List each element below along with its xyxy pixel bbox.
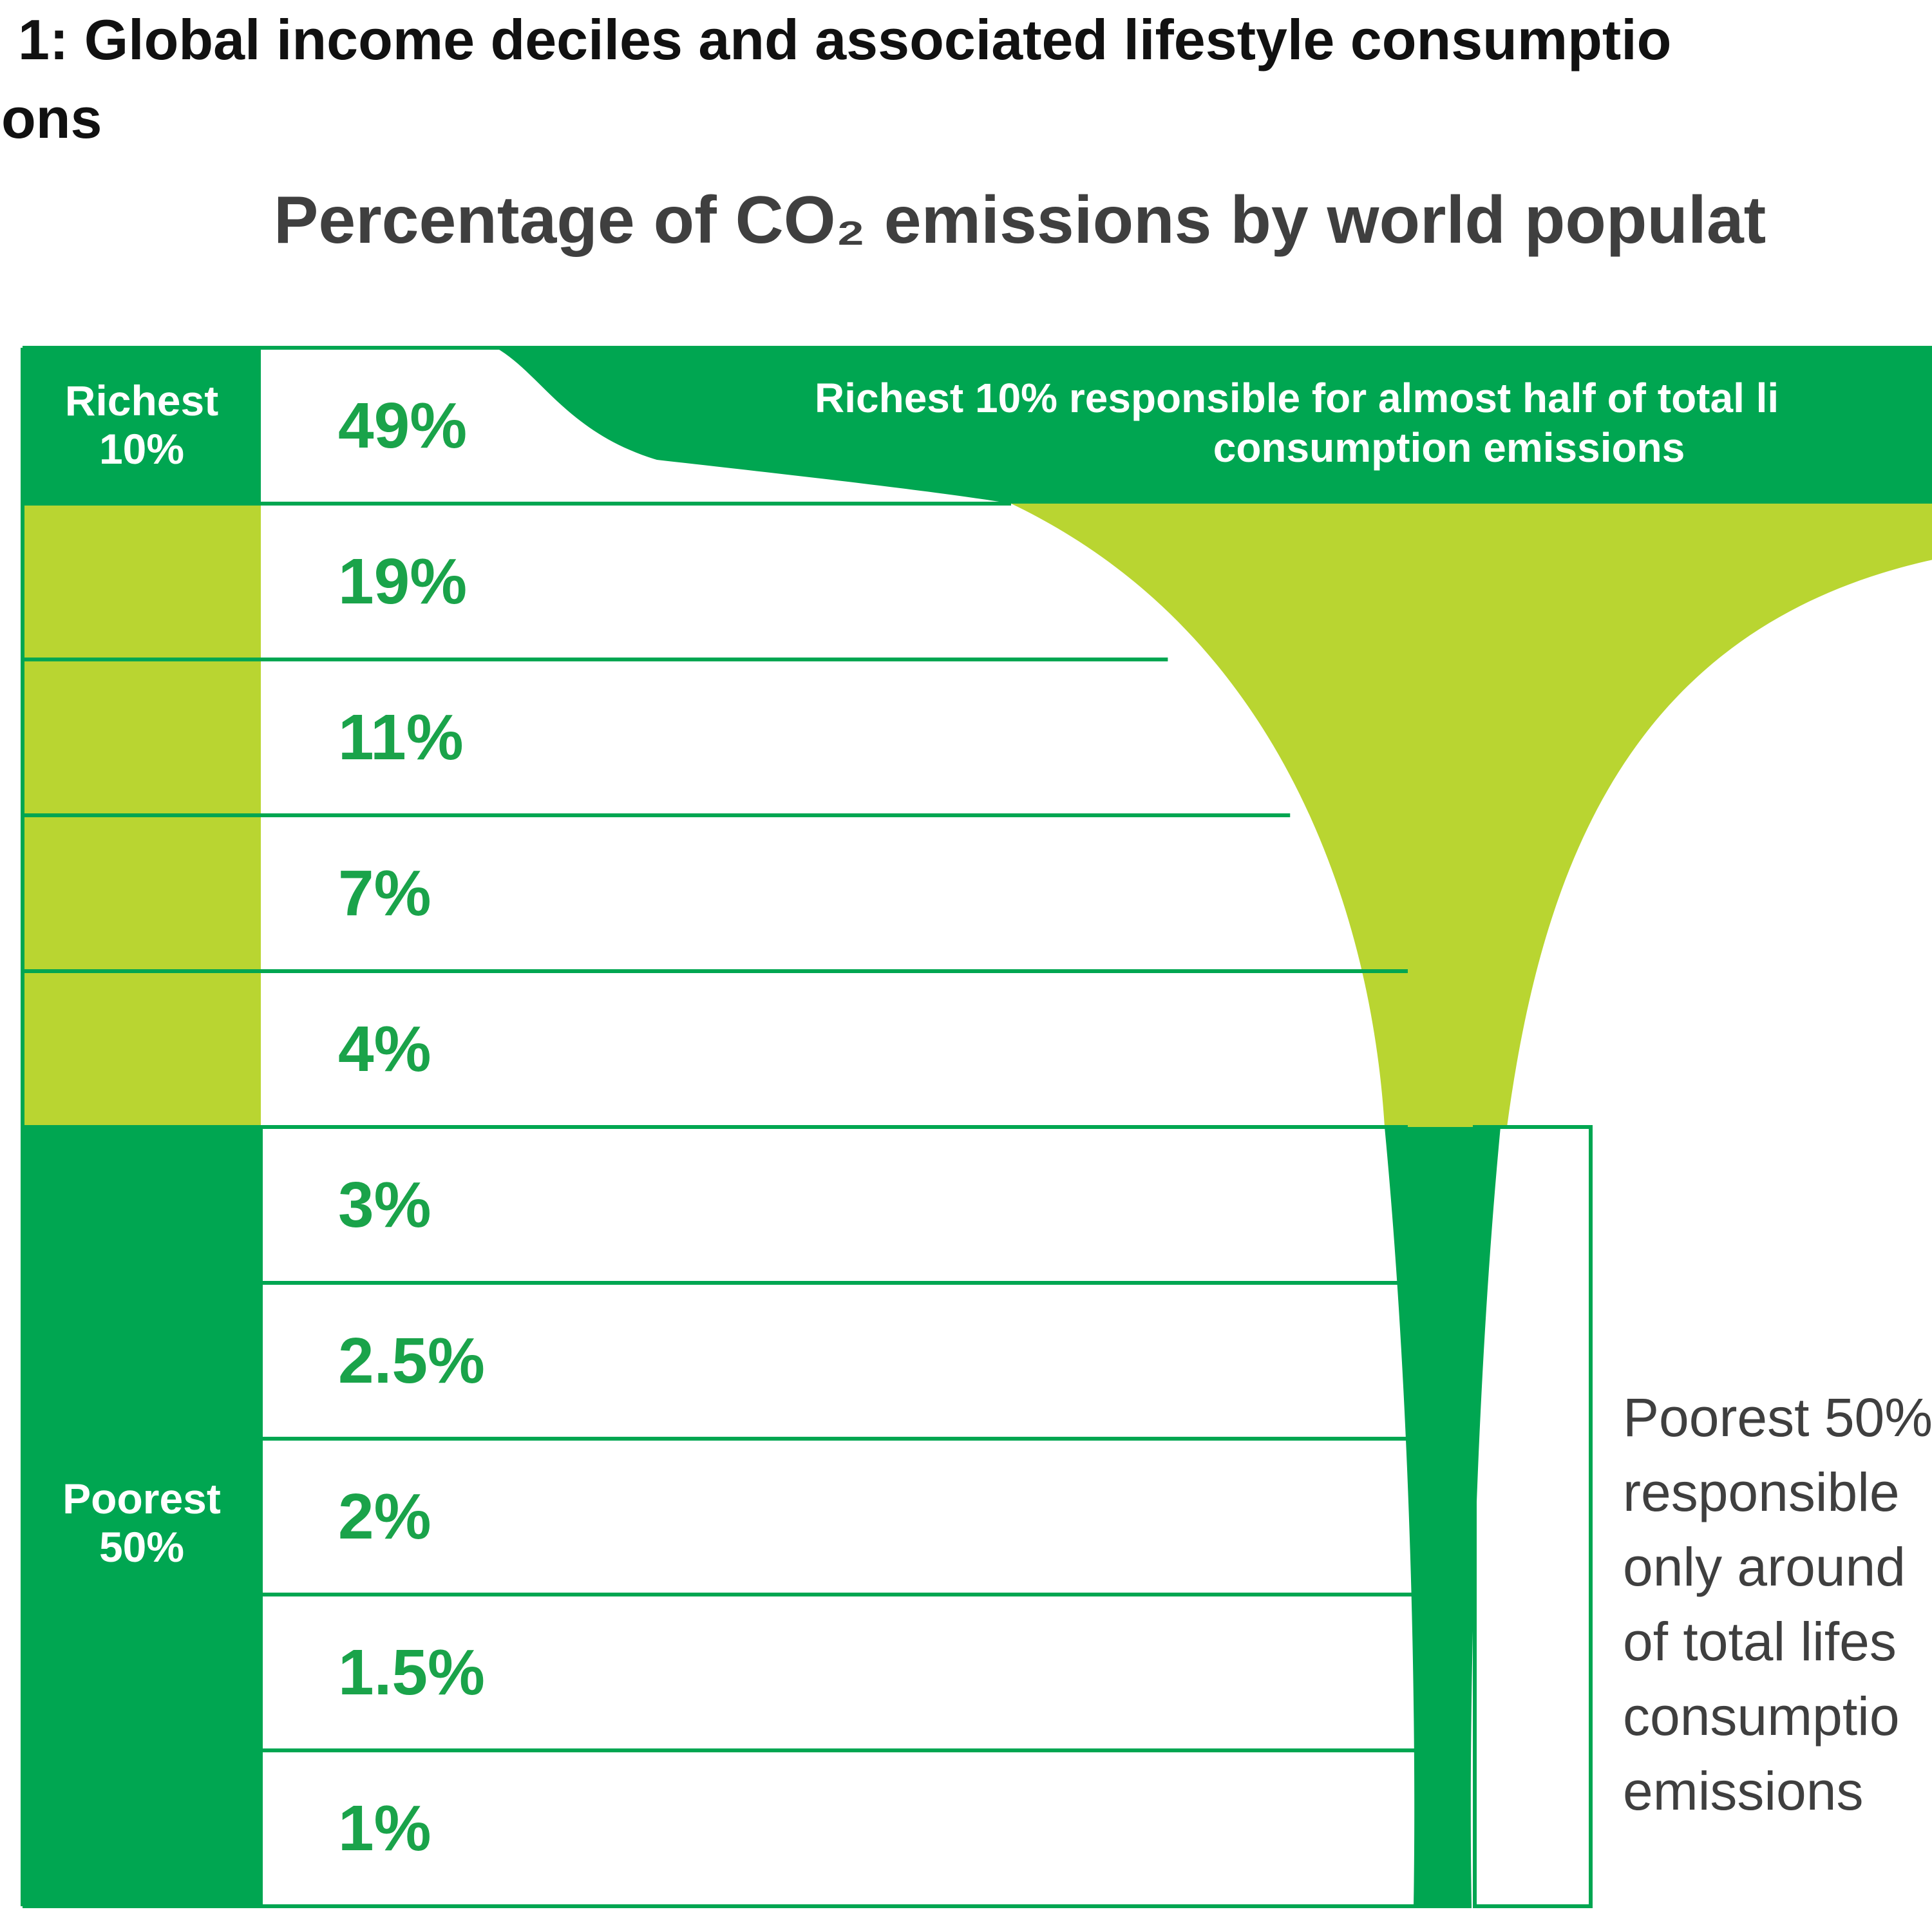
annotation-poorest-line: Poorest 50% [1623,1387,1932,1448]
annotation-richest-line-2: consumption emissions [1213,424,1685,471]
funnel-middle [1011,504,1932,1127]
value-label: 1% [338,1792,431,1864]
value-label: 2% [338,1481,431,1553]
decile-bar [23,348,261,504]
annotation-poorest-line: responsible [1623,1462,1900,1522]
decile-bar [23,1127,261,1283]
value-label: 7% [338,857,431,929]
funnel-stem [1385,1127,1501,1906]
decile-bar [23,971,261,1127]
decile-bar [23,1595,261,1750]
group-label-richest-line-1: Richest [65,377,218,424]
annotation-poorest-line: emissions [1623,1761,1863,1821]
group-label-poorest-line-2: 50% [99,1523,184,1571]
decile-bar [23,1750,261,1906]
annotation-poorest-line: consumptio [1623,1686,1900,1747]
annotation-poorest-line: only around [1623,1537,1906,1597]
chart-title: Percentage of CO₂ emissions by world pop… [274,183,1766,258]
group-label-poorest-line-1: Poorest [62,1475,221,1522]
richest-funnel-band [496,348,1932,504]
annotation-poorest-line: of total lifes [1623,1611,1897,1672]
decile-bar [23,1283,261,1439]
value-label: 49% [338,390,467,462]
value-label: 19% [338,545,467,618]
annotation-richest-line-1: Richest 10% responsible for almost half … [815,375,1779,421]
figure-heading-line-2: ons [1,86,102,150]
value-label: 11% [338,701,464,773]
value-label: 1.5% [338,1636,485,1709]
value-label: 2.5% [338,1325,485,1397]
decile-bar [23,504,261,659]
group-label-richest-line-2: 10% [99,425,184,473]
value-label: 3% [338,1169,431,1241]
poorest-bracket [1473,1125,1593,1908]
decile-bar [23,1439,261,1595]
value-label: 4% [338,1013,431,1085]
decile-bar [23,815,261,971]
decile-bar [23,659,261,815]
figure-heading-line-1: 1: Global income deciles and associated … [18,8,1672,71]
